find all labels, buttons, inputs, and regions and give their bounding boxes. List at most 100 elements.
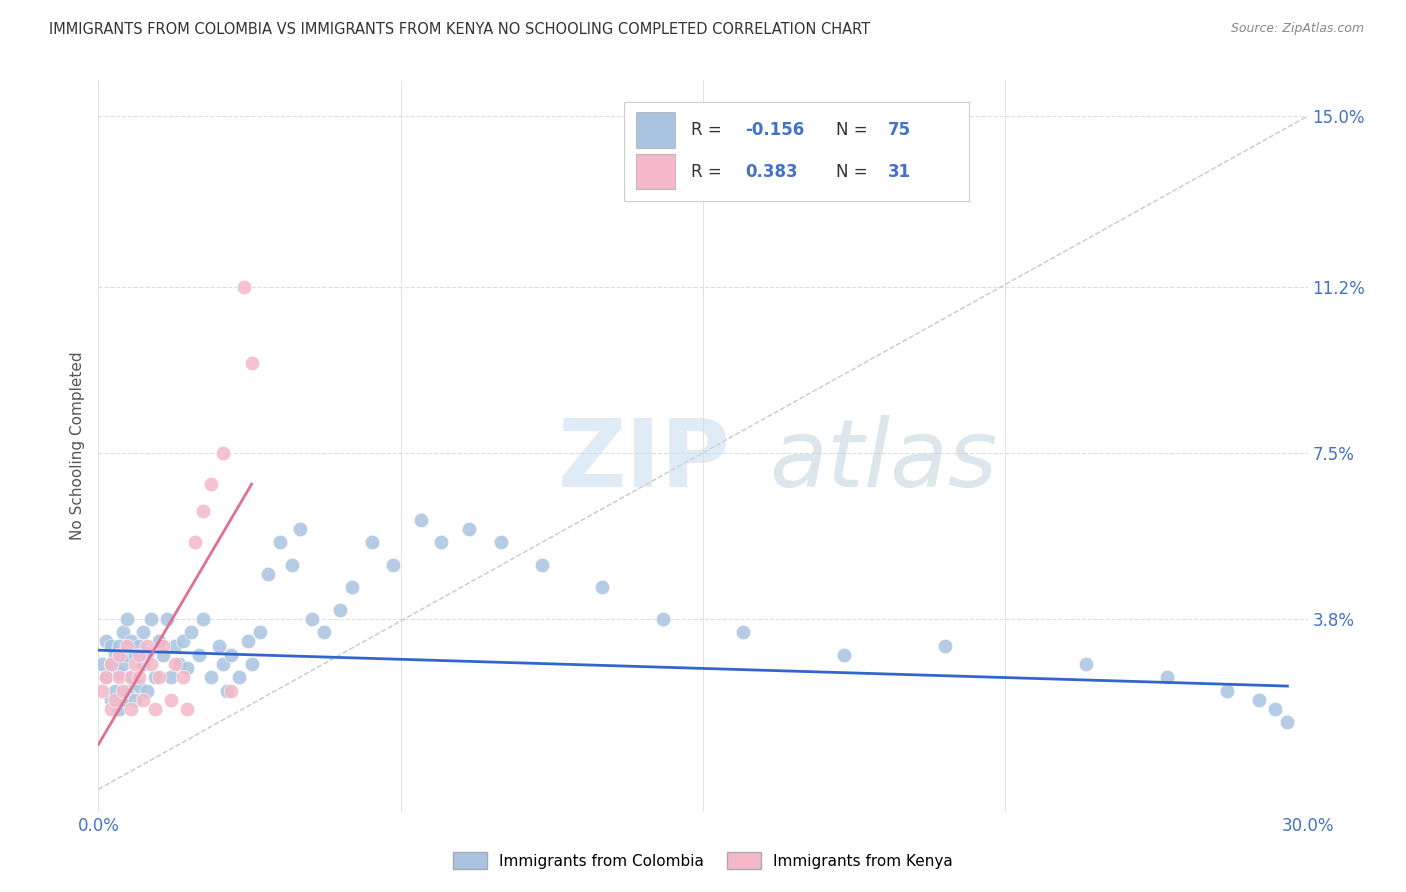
Point [103, 692, 125, 706]
Point [143, 670, 166, 684]
Point [111, 657, 134, 671]
Text: R =: R = [690, 162, 727, 181]
Point [256, 566, 278, 581]
Point [100, 657, 122, 671]
Point [124, 648, 146, 662]
Point [115, 639, 138, 653]
Point [132, 625, 155, 640]
Point [148, 670, 170, 684]
Point [212, 446, 235, 460]
Point [530, 558, 553, 572]
Point [132, 692, 155, 706]
Point [221, 648, 243, 662]
Point [208, 639, 231, 653]
Text: atlas: atlas [769, 415, 998, 506]
Point [100, 657, 122, 671]
Point [200, 670, 222, 684]
Point [91, 657, 114, 671]
Point [172, 670, 194, 684]
Point [409, 513, 432, 527]
Point [1277, 714, 1299, 729]
Point [120, 670, 142, 684]
Point [156, 612, 179, 626]
Point [832, 648, 855, 662]
Point [148, 634, 170, 648]
Point [329, 603, 352, 617]
Point [217, 683, 239, 698]
FancyBboxPatch shape [637, 154, 675, 189]
Point [100, 701, 122, 715]
Point [96, 634, 118, 648]
Point [200, 477, 222, 491]
Point [152, 648, 174, 662]
Point [124, 657, 146, 671]
Point [139, 657, 162, 671]
Point [281, 558, 304, 572]
Point [381, 558, 404, 572]
Point [1074, 657, 1097, 671]
Point [180, 625, 202, 640]
Text: ZIP: ZIP [558, 415, 731, 507]
Point [107, 670, 129, 684]
Point [135, 648, 157, 662]
Point [236, 634, 259, 648]
Point [100, 639, 122, 653]
Point [314, 625, 336, 640]
Point [172, 634, 194, 648]
Point [232, 279, 254, 293]
Point [591, 580, 613, 594]
Point [120, 701, 142, 715]
Point [733, 625, 755, 640]
Point [91, 683, 114, 698]
Point [120, 670, 142, 684]
Point [128, 648, 150, 662]
Point [160, 692, 183, 706]
Point [301, 612, 323, 626]
FancyBboxPatch shape [624, 103, 969, 201]
Point [249, 625, 271, 640]
Point [184, 535, 207, 549]
Point [1249, 692, 1271, 706]
Point [128, 679, 150, 693]
Legend: Immigrants from Colombia, Immigrants from Kenya: Immigrants from Colombia, Immigrants fro… [447, 846, 959, 875]
Point [361, 535, 384, 549]
Point [167, 657, 190, 671]
Point [107, 665, 129, 680]
Point [115, 648, 138, 662]
Point [269, 535, 291, 549]
Text: 75: 75 [889, 121, 911, 139]
Point [135, 683, 157, 698]
Point [228, 670, 250, 684]
Point [1264, 701, 1286, 715]
Point [160, 670, 183, 684]
Point [1156, 670, 1178, 684]
Point [934, 639, 956, 653]
Text: 0.383: 0.383 [745, 162, 799, 181]
Point [100, 692, 122, 706]
Point [128, 639, 150, 653]
Point [103, 648, 125, 662]
Point [152, 639, 174, 653]
Text: -0.156: -0.156 [745, 121, 804, 139]
Text: N =: N = [837, 162, 868, 181]
Text: Source: ZipAtlas.com: Source: ZipAtlas.com [1230, 22, 1364, 36]
Point [212, 657, 235, 671]
Point [221, 683, 243, 698]
Point [139, 612, 162, 626]
Point [458, 522, 481, 536]
Point [651, 612, 673, 626]
Point [288, 522, 311, 536]
Point [124, 692, 146, 706]
Point [111, 683, 134, 698]
Point [143, 701, 166, 715]
Point [430, 535, 453, 549]
Point [188, 648, 211, 662]
Point [193, 504, 215, 518]
Text: R =: R = [690, 121, 727, 139]
Point [107, 701, 129, 715]
Point [240, 356, 263, 370]
FancyBboxPatch shape [637, 112, 675, 147]
Point [163, 657, 186, 671]
Y-axis label: No Schooling Completed: No Schooling Completed [69, 351, 84, 541]
Point [103, 683, 125, 698]
